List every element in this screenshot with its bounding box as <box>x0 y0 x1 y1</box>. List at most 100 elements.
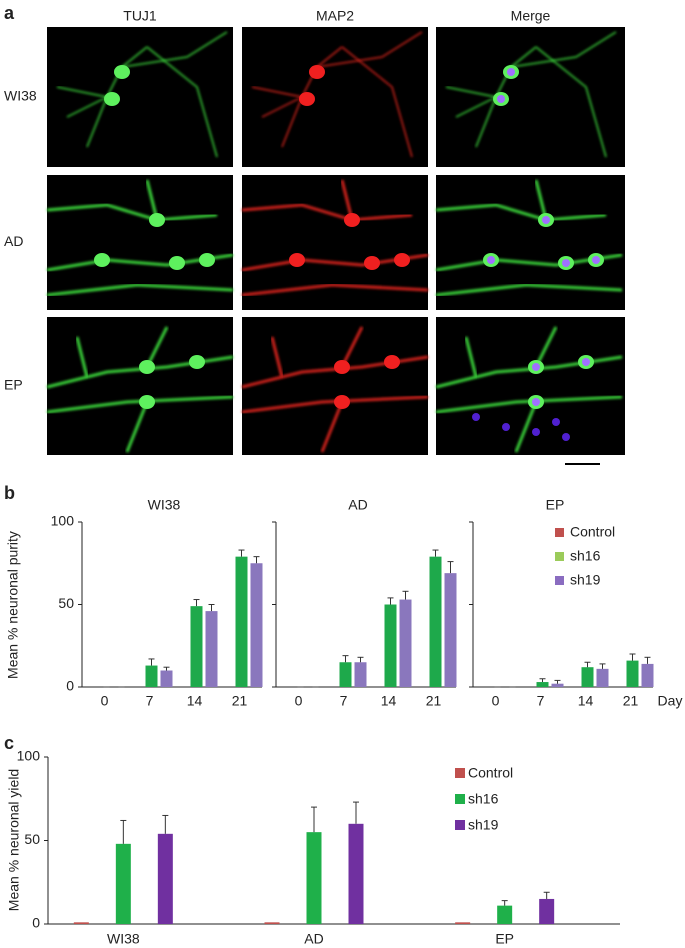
neurite <box>545 213 607 222</box>
nucleus <box>487 256 495 264</box>
y-axis-label: Mean % neuronal yield <box>6 769 22 911</box>
micrograph <box>46 317 234 455</box>
x-tick-label: EP <box>495 931 514 947</box>
micrograph-bg <box>436 27 625 167</box>
panel-label: c <box>4 733 14 753</box>
soma <box>139 395 155 409</box>
neurite <box>56 86 108 98</box>
bar <box>235 556 248 687</box>
neurite <box>534 326 558 368</box>
micrograph <box>436 27 625 167</box>
neurite <box>455 46 537 118</box>
soma <box>299 92 315 106</box>
row-label: EP <box>4 377 23 393</box>
legend-swatch <box>555 528 564 537</box>
micrograph <box>46 175 234 310</box>
bar <box>115 843 131 924</box>
bar <box>264 922 280 924</box>
panel-label: b <box>4 483 15 503</box>
micrograph <box>435 175 625 310</box>
soma <box>94 253 110 267</box>
column-header: Merge <box>511 8 551 24</box>
neurite <box>435 395 623 414</box>
x-tick-label: 21 <box>232 693 248 709</box>
bar <box>250 563 263 687</box>
soma <box>189 355 205 369</box>
bar <box>455 922 471 924</box>
nucleus <box>562 259 570 267</box>
neurite <box>281 96 303 148</box>
y-tick-label: 50 <box>58 595 74 611</box>
legend-label: sh16 <box>468 791 499 807</box>
nucleus <box>502 423 510 431</box>
image-grid <box>46 27 625 455</box>
x-tick-label: 0 <box>295 693 303 709</box>
neurite <box>121 31 228 68</box>
bar <box>641 663 654 687</box>
nucleus <box>507 68 515 76</box>
chart-title: EP <box>546 497 565 513</box>
neurite <box>341 46 413 158</box>
neurite <box>510 31 617 68</box>
bar <box>384 604 397 687</box>
bar <box>354 662 367 687</box>
x-tick-label: 7 <box>537 693 545 709</box>
soma <box>139 360 155 374</box>
legend-swatch <box>555 576 564 585</box>
bar <box>190 606 203 687</box>
bar <box>399 599 412 687</box>
nucleus <box>497 95 505 103</box>
bar <box>626 660 639 687</box>
x-tick-label: AD <box>304 931 323 947</box>
micrograph-bg <box>47 27 233 167</box>
neurite <box>340 326 364 368</box>
neurite <box>241 283 429 297</box>
nucleus <box>552 418 560 426</box>
neurite <box>351 213 413 222</box>
bar <box>497 905 513 924</box>
neurite <box>241 395 429 414</box>
legend-swatch <box>455 794 465 804</box>
neurite <box>46 395 234 414</box>
bar <box>444 573 457 687</box>
bar <box>581 667 594 687</box>
x-tick-label: 14 <box>381 693 397 709</box>
micrograph <box>435 317 625 455</box>
nucleus <box>532 398 540 406</box>
bar <box>160 670 173 687</box>
legend-swatch <box>455 768 465 778</box>
row-label: AD <box>4 233 23 249</box>
neurite <box>241 203 353 222</box>
y-tick-label: 0 <box>32 915 40 931</box>
neurite <box>445 86 497 98</box>
bar <box>73 922 89 924</box>
bar <box>536 682 549 687</box>
y-tick-label: 100 <box>17 748 41 764</box>
x-tick-label: 14 <box>187 693 203 709</box>
bar <box>551 683 564 687</box>
micrograph-bg <box>242 27 428 167</box>
soma <box>344 213 360 227</box>
x-tick-label: 7 <box>340 693 348 709</box>
neurite <box>320 401 344 453</box>
soma <box>114 65 130 79</box>
neurite <box>86 96 108 148</box>
legend-swatch <box>555 552 564 561</box>
micrograph <box>241 175 429 310</box>
nucleus <box>562 433 570 441</box>
x-tick-label: WI38 <box>107 931 140 947</box>
neurite <box>75 336 89 378</box>
soma <box>394 253 410 267</box>
soma <box>334 360 350 374</box>
y-tick-label: 50 <box>24 831 40 847</box>
bar <box>596 668 609 687</box>
micrograph <box>241 317 429 455</box>
soma <box>364 256 380 270</box>
x-tick-label: 14 <box>578 693 594 709</box>
nucleus <box>592 256 600 264</box>
legend-label: Control <box>570 524 615 540</box>
bar <box>539 898 555 924</box>
y-tick-label: 100 <box>51 513 75 529</box>
column-header: MAP2 <box>316 8 354 24</box>
